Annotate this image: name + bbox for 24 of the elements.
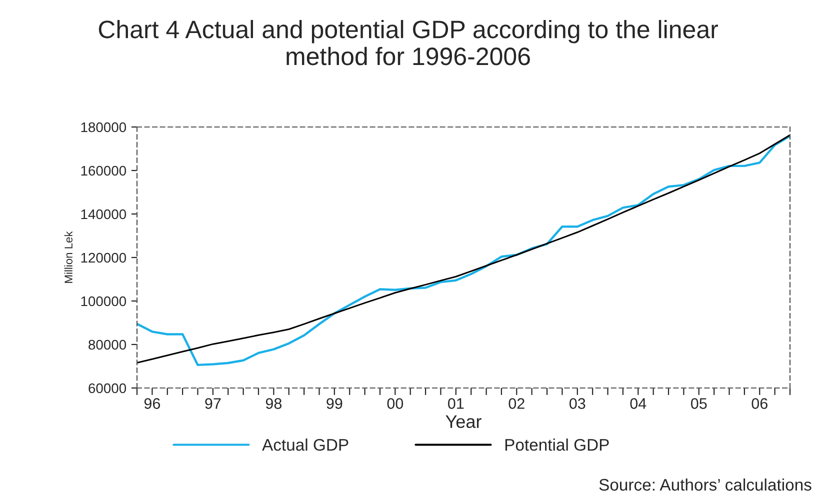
legend-label: Actual GDP [262, 438, 348, 451]
x-tick-label: 00 [387, 398, 404, 409]
x-tick-label: 01 [448, 398, 464, 409]
y-tick-label: 60000 [88, 383, 126, 394]
y-tick-label: 120000 [81, 252, 126, 263]
y-tick-label: 140000 [81, 209, 126, 220]
y-tick-label: 180000 [81, 122, 126, 132]
y-tick-label: 100000 [81, 296, 126, 306]
x-tick-label: 06 [752, 398, 768, 409]
y-axis-title: Million Lek [64, 231, 72, 283]
x-axis-title: Year [446, 415, 482, 428]
x-tick-label: 99 [326, 398, 342, 409]
x-tick-label: 97 [205, 398, 221, 409]
x-tick-label: 03 [569, 398, 586, 409]
legend-label: Potential GDP [505, 438, 609, 451]
y-tick-label: 160000 [81, 166, 126, 176]
x-tick-label: 02 [508, 398, 524, 409]
x-tick-label: 05 [690, 398, 707, 409]
chart-title: Chart 4 Actual and potential GDP according to the linear method for 1996-2006 [98, 20, 718, 66]
x-tick-label: 96 [144, 398, 160, 409]
x-tick-label: 04 [630, 398, 646, 409]
source-note: Source: Authors’ calculations [599, 478, 812, 491]
y-tick-label: 80000 [88, 340, 126, 350]
x-tick-label: 98 [266, 398, 282, 409]
